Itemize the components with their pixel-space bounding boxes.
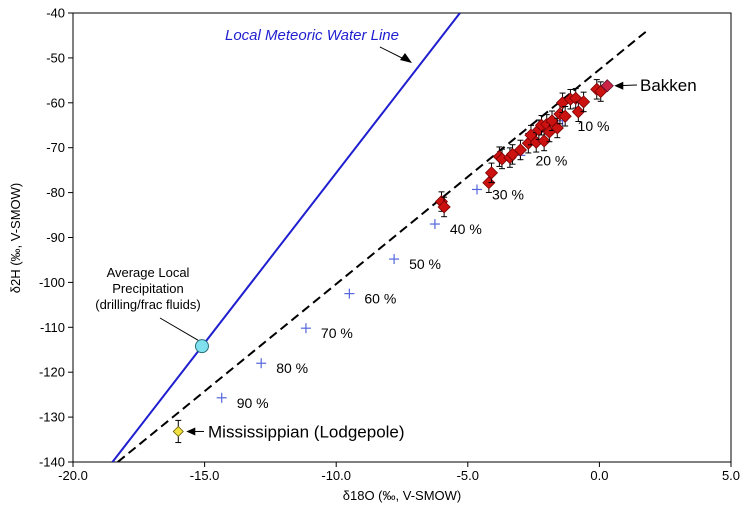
mixing-point (344, 288, 355, 299)
mixing-point (389, 254, 400, 265)
sample-diamond (484, 166, 499, 180)
mixing-point (300, 323, 311, 334)
y-axis-title: δ2H (‰, V-SMOW) (8, 183, 23, 294)
precipitation-arrow-line (159, 317, 199, 341)
mixing-percent-label: 50 % (409, 256, 441, 272)
sample-diamond (577, 95, 591, 109)
bakken-endmember-diamond (600, 79, 614, 93)
annotations: 90 % 80 % 70 % 60 % 50 % 40 % 30 % 20 % 10 % Loca… (95, 27, 696, 441)
y-axis: -40 -50 -60 -70 -80 -90 -100 -110 -120 -130 -140 (39, 6, 73, 470)
sample-point (437, 196, 451, 218)
x-tick-label: -10.0 (321, 468, 351, 483)
mixing-percent-label: 60 % (364, 291, 396, 307)
plot-area (72, 12, 732, 463)
y-tick-label: -40 (46, 6, 65, 21)
sample-diamond (550, 121, 564, 135)
y-tick-label: -80 (46, 185, 65, 200)
y-tick-label: -140 (39, 455, 65, 470)
mixing-percent-label: 80 % (276, 360, 308, 376)
x-tick-label: -15.0 (190, 468, 220, 483)
mississippian-diamond (172, 425, 184, 438)
mixing-percent-label: 30 % (492, 186, 524, 202)
x-tick-label: 5.0 (722, 468, 740, 483)
mixing-percent-label: 90 % (237, 395, 269, 411)
x-tick-label: -20.0 (58, 468, 88, 483)
x-tick-label: -5.0 (457, 468, 479, 483)
mississippian-arrow-head (186, 427, 196, 436)
mixing-point (429, 219, 440, 230)
lmwl-line (111, 13, 461, 462)
sample-diamond (571, 105, 585, 119)
y-tick-label: -120 (39, 365, 65, 380)
y-tick-label: -50 (46, 50, 65, 65)
sample-point (513, 139, 528, 161)
x-axis-title: δ18O (‰, V-SMOW) (343, 488, 461, 503)
precipitation-point (194, 339, 209, 354)
mixing-point (256, 358, 267, 369)
bakken-arrow-head (614, 81, 624, 90)
sample-point (550, 117, 564, 139)
y-tick-label: -110 (40, 320, 65, 335)
y-tick-label: -70 (46, 140, 65, 155)
lmwl-arrow-head (400, 53, 412, 63)
sample-diamond (513, 143, 528, 157)
sample-point (484, 162, 499, 184)
mixing-point (216, 392, 227, 403)
data-marks (172, 79, 614, 444)
mixing-percent-label: 20 % (535, 152, 567, 168)
precipitation-label-line: Precipitation (112, 281, 184, 296)
sample-diamond (437, 200, 451, 214)
y-tick-label: -90 (46, 230, 65, 245)
x-tick-label: 0.0 (590, 468, 608, 483)
mixing-percent-label: 40 % (450, 221, 482, 237)
y-tick-label: -100 (39, 275, 65, 290)
mississippian-label: Mississippian (Lodgepole) (208, 422, 405, 441)
sample-point (558, 106, 572, 127)
sample-point (577, 91, 591, 113)
sample-diamond (537, 134, 551, 148)
y-tick-label: -130 (39, 410, 65, 425)
mixing-percent-label: 10 % (578, 118, 610, 134)
lmwl-label: Local Meteoric Water Line (225, 27, 399, 44)
precipitation-label-line: Average Local (107, 265, 190, 280)
mixing-point (472, 184, 483, 195)
precipitation-label-line: (drilling/frac fluids) (95, 297, 200, 312)
x-axis: -20.0 -15.0 -10.0 -5.0 0.0 5.0 (58, 462, 740, 483)
bakken-label: Bakken (640, 76, 697, 95)
sample-diamond (558, 109, 572, 123)
mixing-percent-label: 70 % (321, 325, 353, 341)
y-tick-label: -60 (46, 95, 65, 110)
sample-point (571, 101, 585, 123)
